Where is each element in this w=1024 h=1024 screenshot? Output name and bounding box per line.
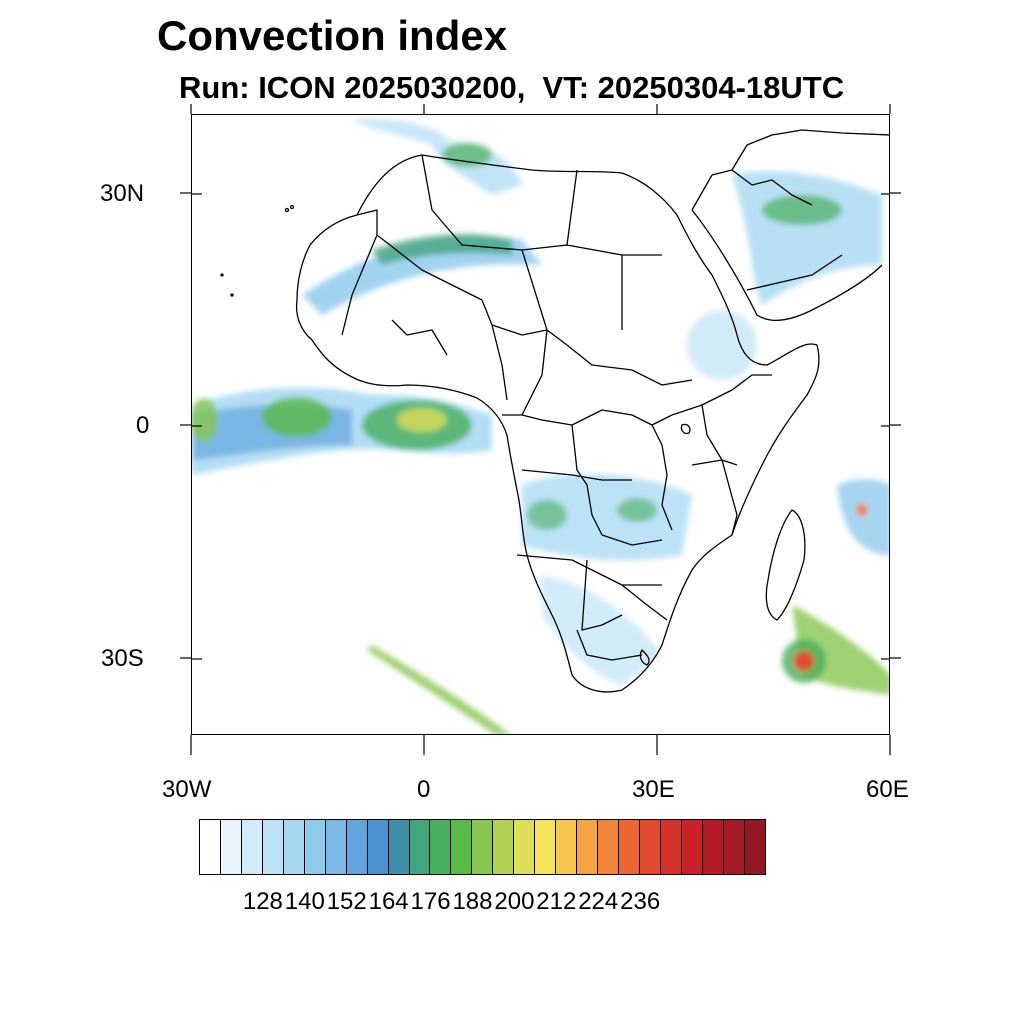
colorbar-swatch	[639, 819, 661, 875]
map-title: Convection index	[157, 12, 508, 59]
colorbar	[199, 819, 766, 875]
lon-label-30e: 30E	[632, 776, 675, 803]
convection-map	[192, 118, 889, 734]
colorbar-swatch	[722, 819, 745, 875]
colorbar-tick-label: 152	[326, 888, 367, 915]
colorbar-tick-label: 176	[410, 888, 451, 915]
colorbar-swatch	[408, 819, 431, 875]
map-subtitle: Run: ICON 2025030200, VT: 20250304-18UTC	[179, 70, 845, 105]
colorbar-swatch	[576, 819, 599, 875]
lat-label-0: 0	[136, 412, 150, 439]
country-borders	[220, 129, 889, 693]
lat-label-30n: 30N	[100, 180, 145, 207]
colorbar-swatch	[492, 819, 515, 875]
colorbar-swatch	[261, 819, 284, 875]
colorbar-swatch	[387, 819, 410, 875]
colorbar-swatch	[345, 819, 368, 875]
colorbar-tick-label: 128	[242, 888, 283, 915]
colorbar-swatch	[555, 819, 578, 875]
map-frame	[191, 114, 890, 735]
map-ticks	[192, 193, 889, 660]
colorbar-swatch	[303, 819, 326, 875]
lon-label-30w: 30W	[162, 776, 212, 803]
colorbar-swatch	[701, 819, 724, 875]
lat-label-30s: 30S	[101, 645, 144, 672]
convection-shading	[192, 118, 889, 734]
colorbar-swatch	[618, 819, 641, 875]
colorbar-swatch	[324, 819, 347, 875]
colorbar-swatch	[680, 819, 703, 875]
colorbar-swatch	[282, 819, 305, 875]
colorbar-swatch	[199, 819, 221, 875]
colorbar-swatch	[366, 819, 389, 875]
colorbar-tick-label: 188	[452, 888, 493, 915]
colorbar-tick-label: 224	[578, 888, 619, 915]
colorbar-swatch	[513, 819, 536, 875]
colorbar-swatch	[240, 819, 263, 875]
colorbar-tick-label: 236	[620, 888, 661, 915]
colorbar-tick-label: 212	[536, 888, 577, 915]
lon-label-60e: 60E	[866, 776, 909, 803]
colorbar-swatch	[471, 819, 494, 875]
colorbar-swatch	[429, 819, 452, 875]
colorbar-swatch	[743, 819, 766, 875]
colorbar-swatch	[450, 819, 473, 875]
colorbar-tick-label: 200	[494, 888, 535, 915]
colorbar-tick-label: 140	[284, 888, 325, 915]
colorbar-swatch	[659, 819, 682, 875]
colorbar-tick-label: 164	[368, 888, 409, 915]
lon-label-0: 0	[417, 776, 431, 803]
colorbar-swatch	[219, 819, 242, 875]
colorbar-swatch	[534, 819, 557, 875]
colorbar-swatch	[597, 819, 620, 875]
